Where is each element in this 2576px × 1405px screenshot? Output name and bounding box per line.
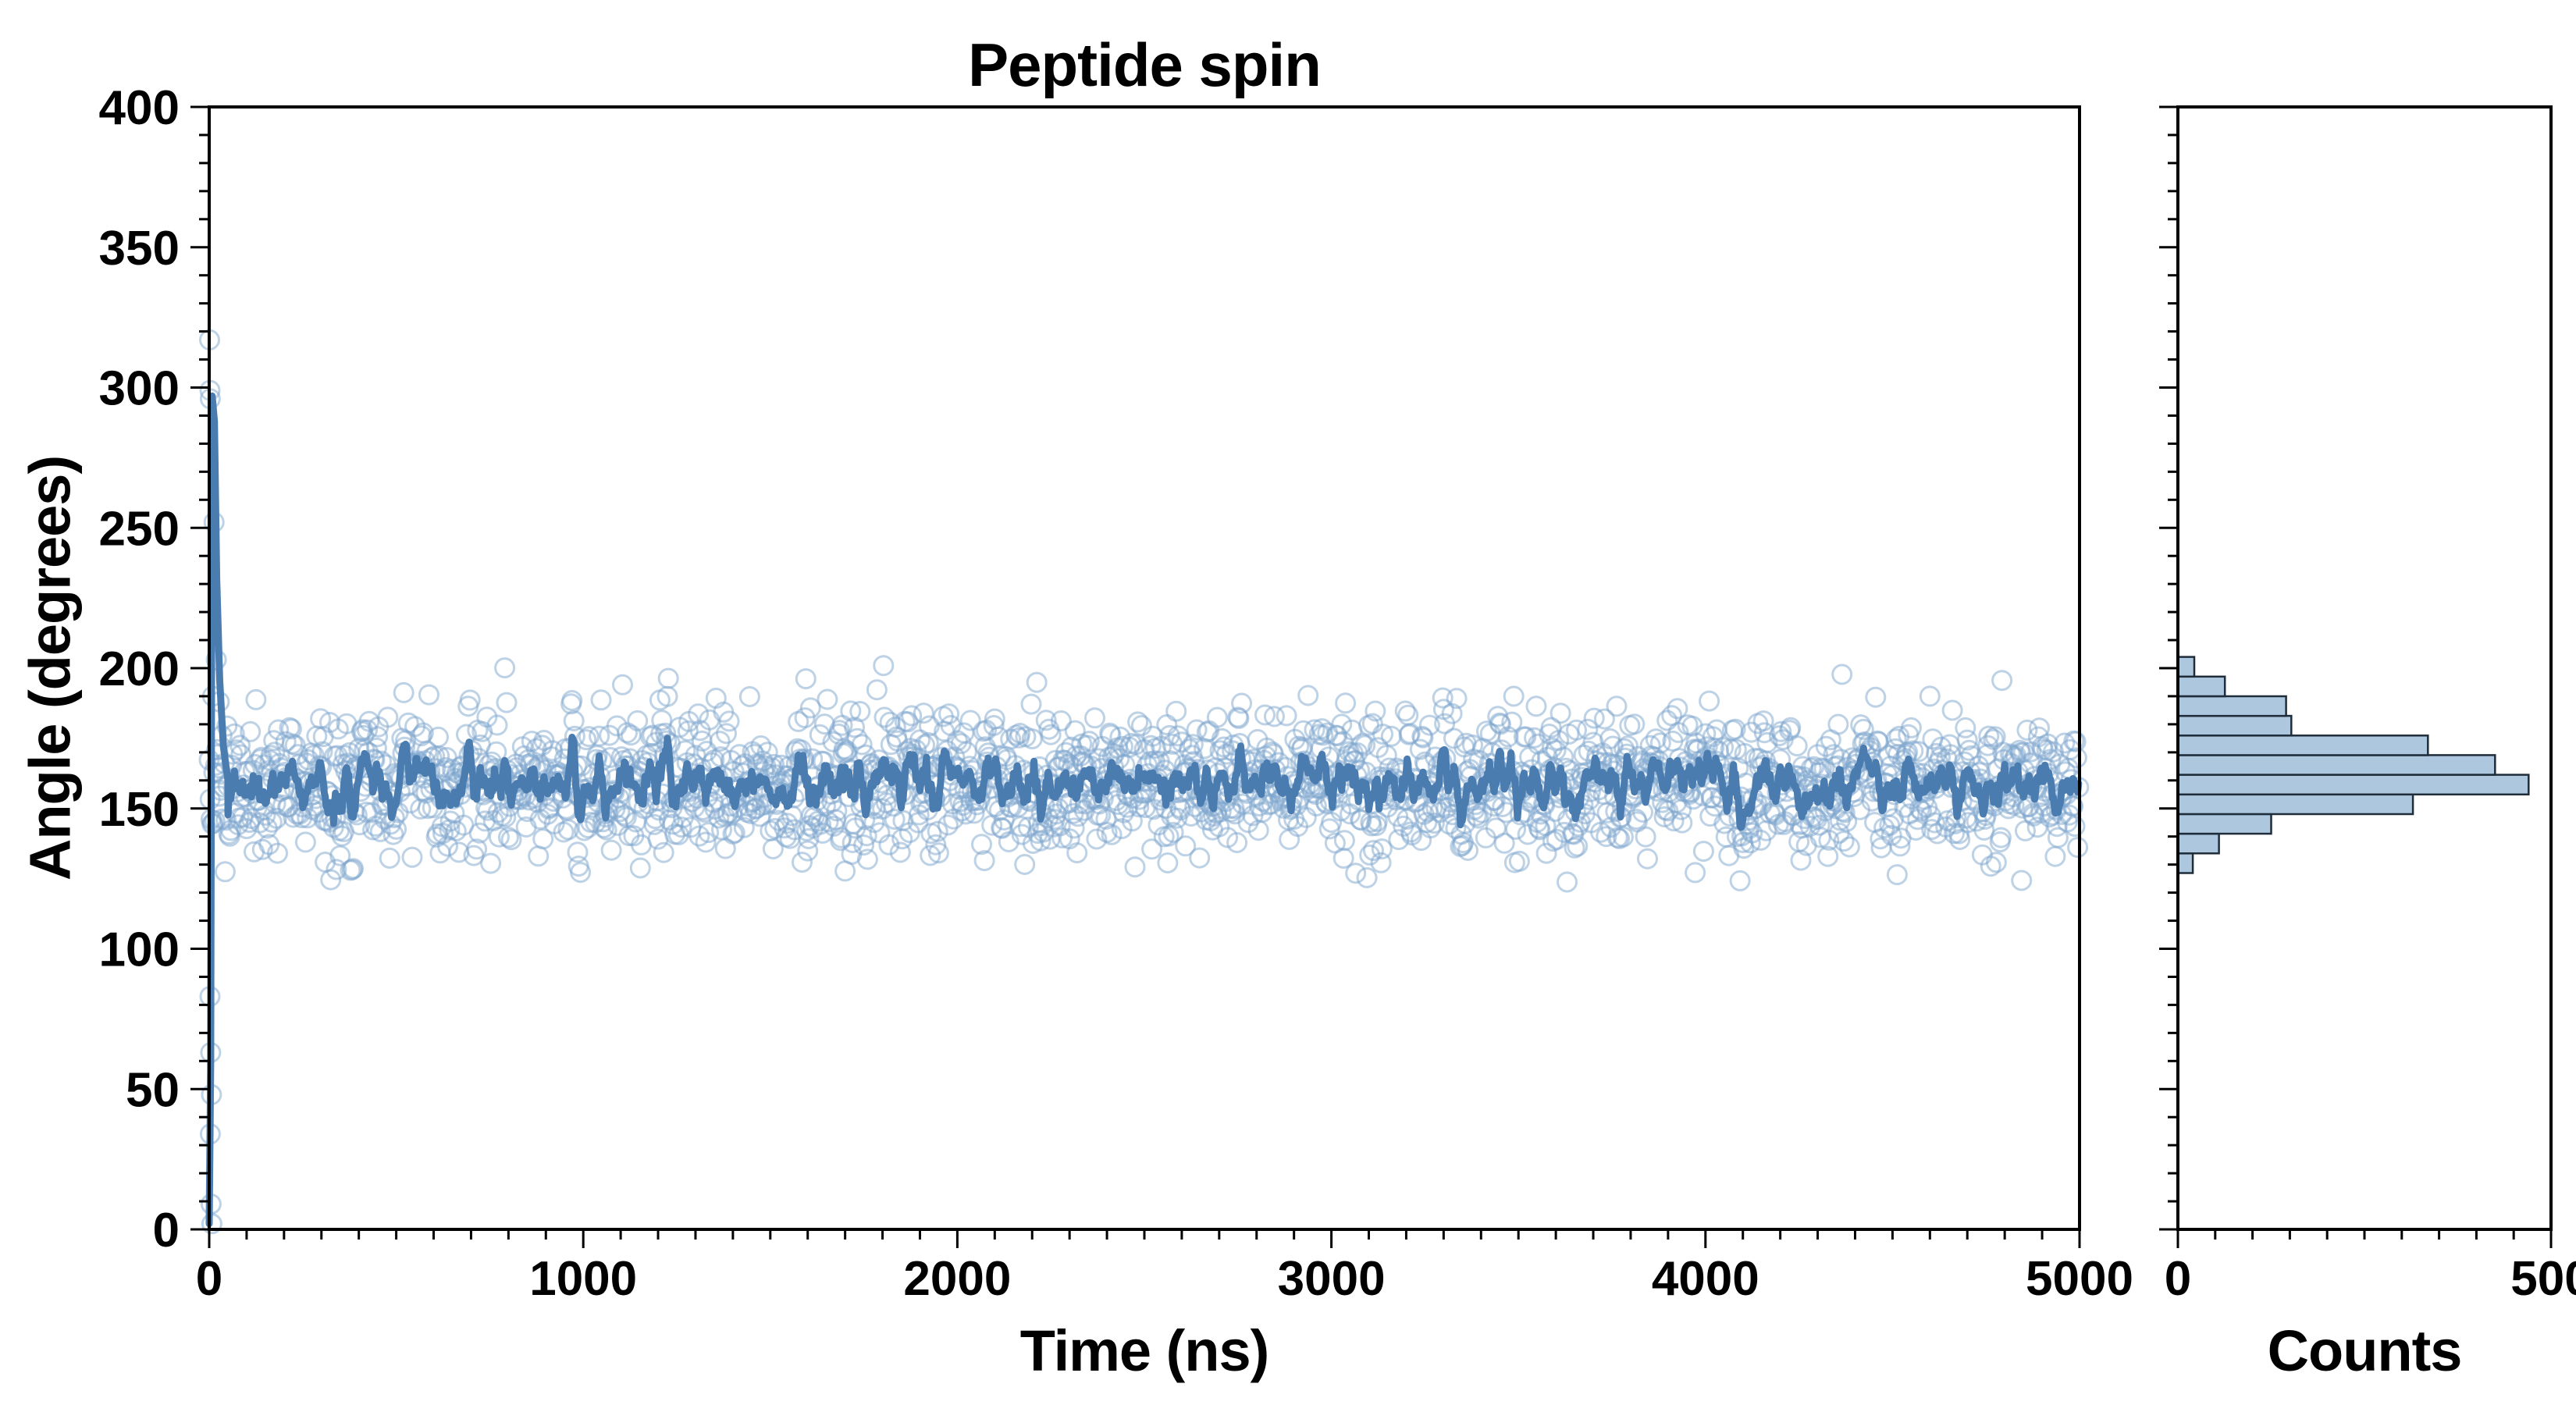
x-axis-label: Time (ns) <box>1019 1318 1270 1383</box>
tick-label: 0 <box>153 1204 180 1257</box>
tick-label: 4000 <box>1652 1252 1759 1306</box>
histogram-bar <box>2176 832 2220 855</box>
histogram-bar <box>2176 813 2272 835</box>
hist-x-axis-label: Counts <box>2267 1318 2463 1383</box>
tick-label: 350 <box>99 222 180 276</box>
histogram-bar <box>2176 774 2530 796</box>
main-axes-frame <box>208 105 2081 1231</box>
tick-label: 0 <box>196 1252 222 1306</box>
histogram-bar <box>2176 793 2414 816</box>
running-mean-line <box>205 392 2083 1228</box>
axes-frames <box>208 105 2553 1231</box>
tick-label: 1000 <box>529 1252 637 1306</box>
tick-label: 400 <box>99 81 180 135</box>
tick-label: 500 <box>2510 1252 2576 1306</box>
hist-axes-frame <box>2176 105 2553 1231</box>
histogram-bars <box>2176 656 2530 874</box>
tick-label: 5000 <box>2026 1252 2133 1306</box>
tick-label: 100 <box>99 923 180 977</box>
axis-ticks <box>190 105 2553 1248</box>
histogram-bar <box>2176 714 2293 737</box>
tick-label: 250 <box>99 502 180 556</box>
tick-label: 150 <box>99 783 180 837</box>
histogram-bar <box>2176 754 2496 776</box>
tick-label: 0 <box>2165 1252 2191 1306</box>
histogram-bar <box>2176 675 2226 698</box>
tick-label: 3000 <box>1278 1252 1386 1306</box>
histogram-bar <box>2176 656 2196 678</box>
tick-labels: 0 1000 2000 3000 4000 50000501001502002503003… <box>99 81 2576 1306</box>
histogram-bar <box>2176 695 2287 717</box>
tick-label: 2000 <box>903 1252 1011 1306</box>
tick-label: 300 <box>99 362 180 416</box>
histogram-bar <box>2176 735 2429 756</box>
tick-label: 200 <box>99 642 180 696</box>
histogram-bar <box>2176 852 2194 874</box>
chart-title: Peptide spin <box>968 30 1322 99</box>
tick-label: 50 <box>126 1063 180 1117</box>
